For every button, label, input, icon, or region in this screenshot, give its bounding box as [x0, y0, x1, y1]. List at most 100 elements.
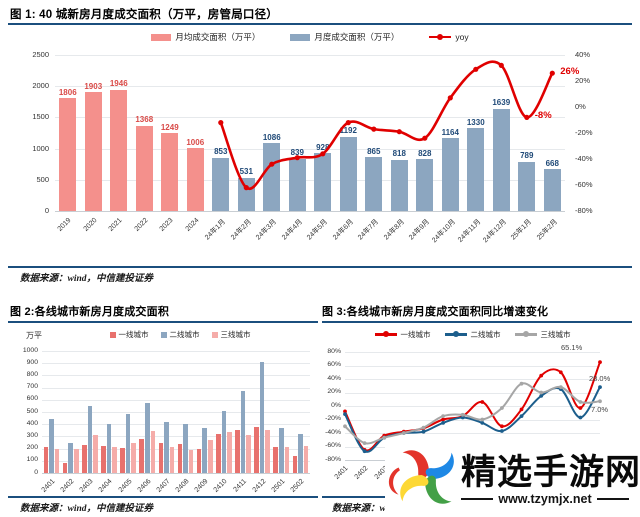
- y-axis-tick-label: 200: [26, 444, 38, 452]
- gridline: [42, 460, 310, 462]
- tier3-line-point: [519, 381, 524, 386]
- monthly-area-bar: [492, 108, 510, 211]
- yoy-point: [549, 70, 555, 76]
- yoy-annotation: -8%: [534, 110, 552, 122]
- x-axis-category-label: 24年12月: [481, 218, 508, 245]
- tier1-line-point: [362, 448, 367, 452]
- figure1-source-rule: [8, 266, 632, 268]
- bar-value-label: 1164: [441, 127, 459, 137]
- figure3-title: 图 3:各线城市新房月度成交面积同比增速变化: [322, 306, 549, 318]
- tier1-line-point: [343, 409, 347, 414]
- tier1-bar: [81, 444, 87, 473]
- figure1-legend: 月均成交面积（万平） 月度成交面积（万平） yoy: [55, 31, 565, 43]
- tier1-bar: [196, 449, 202, 473]
- x-axis-category-label: 24年8月: [382, 218, 406, 242]
- figure3-legend: 一线城市 二线城市 三线城市: [345, 329, 600, 340]
- gridline: [345, 365, 600, 367]
- tier3-line-point: [343, 424, 347, 429]
- legend-item-tier3: 三线城市: [211, 329, 251, 340]
- tier1-line-point: [519, 407, 524, 412]
- gridline: [42, 399, 310, 401]
- figure2-legend: 一线城市 二线城市 三线城市: [60, 329, 300, 340]
- watermark: 精选手游网 www.tzymjx.net: [385, 440, 640, 515]
- tier2-bar: [125, 413, 131, 473]
- figure2-source: 数据来源：wind，中信建投证券: [20, 504, 154, 514]
- tier1-line-point: [539, 373, 544, 378]
- steel-square-swatch-icon: [160, 331, 167, 338]
- tier1-bar: [215, 433, 221, 473]
- tier1-bar: [101, 445, 106, 473]
- series-end-label: 7.0%: [591, 405, 609, 414]
- yoy-point: [422, 135, 428, 141]
- bar-value-label: 1806: [58, 87, 77, 97]
- y-axis-tick-label: -60%: [325, 442, 341, 449]
- gridline: [55, 211, 565, 212]
- tier3-bar: [265, 430, 271, 473]
- right-axis-tick-label: -20%: [575, 128, 593, 137]
- gridline: [345, 392, 600, 394]
- y-axis-tick-label: 40%: [327, 374, 341, 382]
- bar-value-label: 828: [418, 148, 432, 158]
- red-line-swatch-icon: [374, 330, 397, 338]
- legend-label: 月度成交面积（万平）: [314, 32, 400, 42]
- bar-value-label: 668: [545, 158, 559, 168]
- right-axis-tick-label: 40%: [575, 50, 591, 59]
- tier2-bar: [240, 390, 246, 473]
- yoy-point: [218, 120, 224, 126]
- tier2-line-point: [441, 421, 445, 425]
- tier2-bar: [221, 410, 227, 473]
- legend-label: 一线城市: [400, 330, 431, 339]
- figure2-title-rule: [8, 321, 318, 323]
- figure2-unit-label: 万平: [26, 331, 42, 340]
- x-axis-category-label: 2501: [270, 478, 287, 494]
- gridline: [345, 352, 600, 353]
- left-axis-tick-label: 2500: [32, 50, 49, 59]
- tier3-bar: [208, 440, 213, 473]
- right-axis-tick-label: 20%: [575, 76, 591, 85]
- x-axis-category-label: 2401: [40, 478, 57, 494]
- legend-label: 二线城市: [169, 330, 200, 339]
- gridline: [42, 424, 310, 426]
- right-axis-tick-label: -60%: [575, 180, 593, 189]
- legend-item-yoy: yoy: [429, 32, 469, 42]
- gridline: [345, 379, 600, 380]
- yoy-point: [447, 95, 453, 101]
- bar-value-label: 928: [316, 142, 330, 152]
- x-axis-category-label: 2403: [78, 478, 95, 494]
- legend-item-monthly-avg: 月均成交面积（万平）: [151, 31, 260, 43]
- tier2-bar: [49, 419, 54, 473]
- watermark-site-url: www.tzymjx.net: [498, 492, 592, 506]
- x-axis-category-label: 25年1月: [510, 218, 534, 242]
- monthly-area-bar: [288, 158, 306, 211]
- bar-value-label: 531: [239, 167, 253, 177]
- tier2-bar: [259, 361, 265, 473]
- x-axis-category-label: 2019: [56, 217, 73, 233]
- y-axis-tick-label: 800: [26, 370, 38, 378]
- tier1-bar: [120, 448, 125, 473]
- tier2-line-point: [480, 421, 485, 425]
- x-axis-category-label: 24年7月: [357, 218, 381, 242]
- tier3-bar: [54, 448, 60, 473]
- x-axis-category-label: 2021: [107, 217, 124, 233]
- x-axis-category-label: 2404: [97, 478, 114, 494]
- gray-line-swatch-icon: [514, 330, 537, 338]
- yoy-point: [498, 62, 504, 68]
- legend-label: 三线城市: [220, 330, 251, 339]
- avg-area-bar: [110, 89, 128, 211]
- tier1-line-point: [558, 370, 563, 375]
- tier2-line-point: [598, 385, 602, 389]
- avg-area-bar: [84, 92, 102, 211]
- x-axis-category-label: 2409: [193, 478, 210, 494]
- tier3-bar: [150, 430, 156, 473]
- tier2-bar: [202, 427, 207, 473]
- y-axis-tick-label: 400: [26, 419, 38, 427]
- tier2-line-point: [362, 449, 367, 454]
- right-axis-tick-label: -80%: [575, 206, 593, 215]
- gridline: [345, 406, 600, 407]
- left-axis-tick-label: 0: [44, 206, 49, 215]
- legend-item-tier2: 二线城市: [160, 329, 200, 340]
- tier1-bar: [139, 438, 144, 473]
- figure1-source: 数据来源：wind，中信建投证券: [20, 274, 154, 284]
- y-axis-tick-label: -20%: [325, 415, 341, 422]
- x-axis-category-label: 2407: [155, 478, 172, 494]
